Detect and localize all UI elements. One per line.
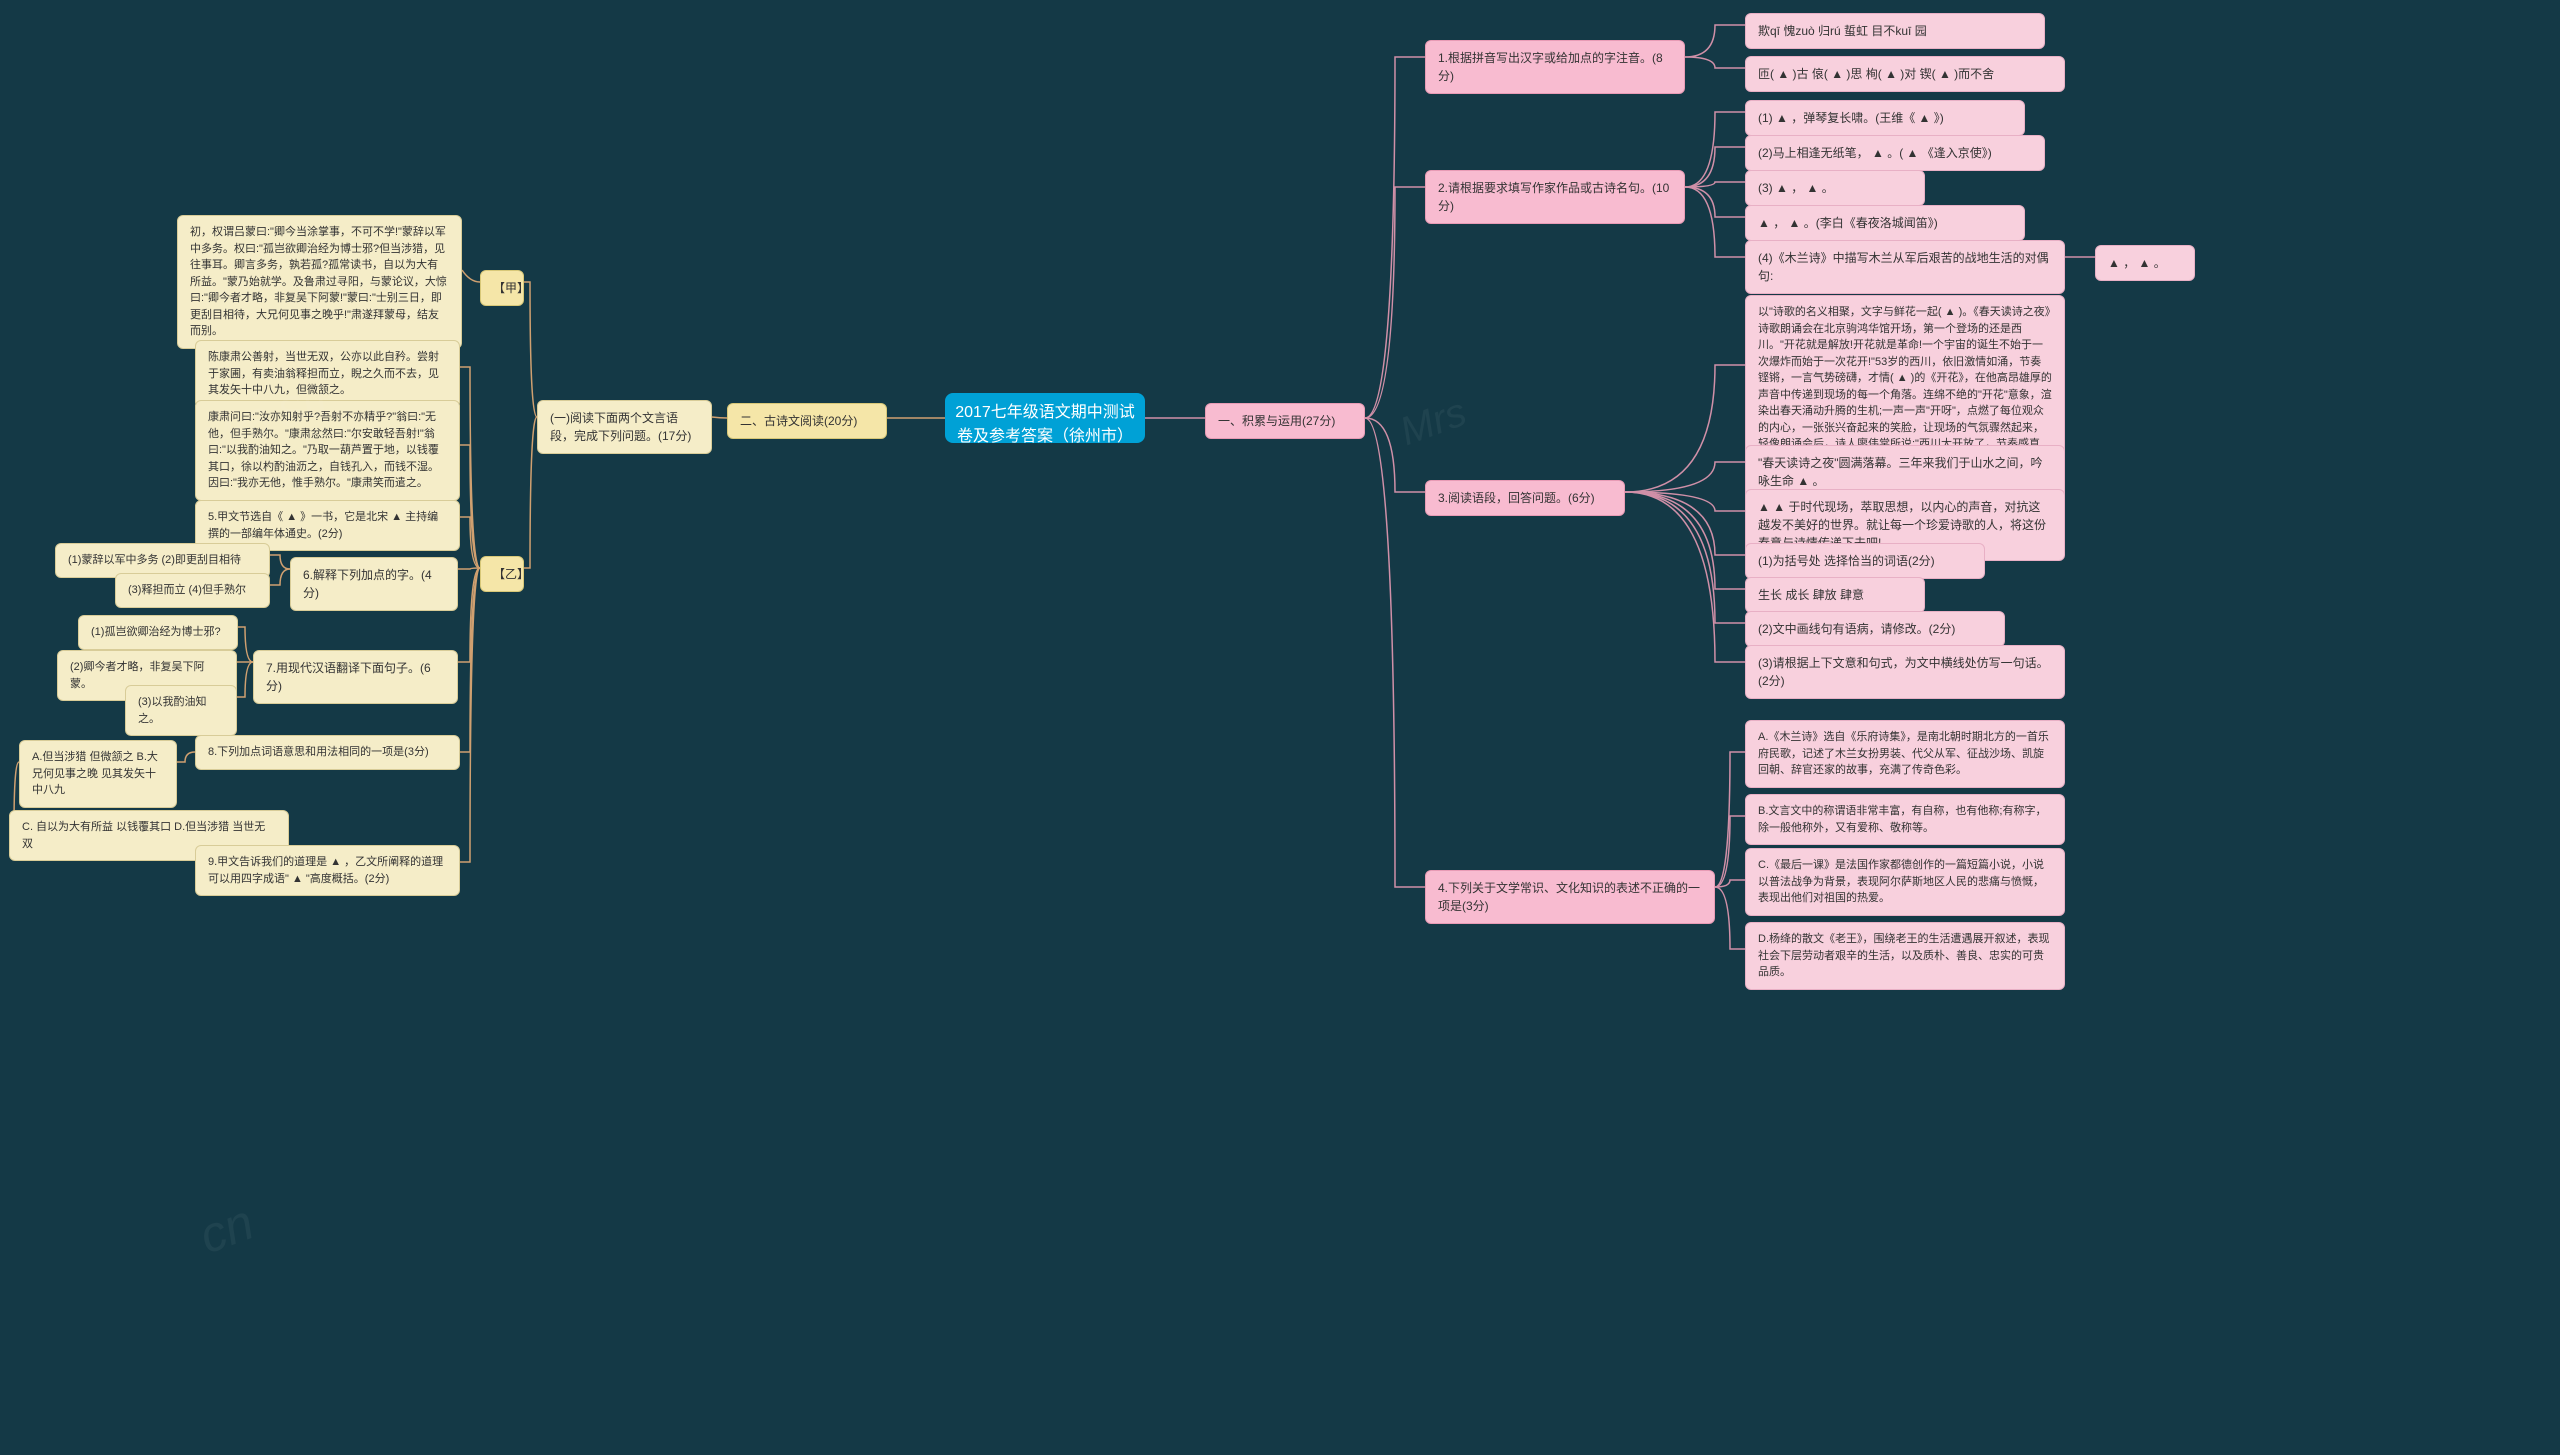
q2-item-1: (2)马上相逢无纸笔， ▲ 。( ▲ 《逢入京使》) [1745,135,2045,171]
q7-item-0: (1)孤岂欲卿治经为博士邪? [78,615,238,650]
q4-opt-d: D.杨绛的散文《老王》，围绕老王的生活遭遇展开叙述，表现社会下层劳动者艰辛的生活… [1745,922,2065,990]
yi-text-1: 康肃问曰:"汝亦知射乎?吾射不亦精乎?"翁曰:"无他，但手熟尔。"康肃忿然曰:"… [195,400,460,501]
q4-opt-c: C.《最后一课》是法国作家都德创作的一篇短篇小说，小说以普法战争为背景，表现阿尔… [1745,848,2065,916]
watermark: cn [192,1193,261,1266]
q6-item-1: (3)释担而立 (4)但手熟尔 [115,573,270,608]
q1-a2: 匝( ▲ )古 偯( ▲ )思 栒( ▲ )对 锲( ▲ )而不舍 [1745,56,2065,92]
q7-item-2: (3)以我酌油知之。 [125,685,237,736]
section1-header: 一、积累与运用(27分) [1205,403,1365,439]
jia-label: 【甲】 [480,270,524,306]
intro-text: (一)阅读下面两个文言语段，完成下列问题。(17分) [537,400,712,454]
q3-p4: 生长 成长 肆放 肆意 [1745,577,1925,613]
q2-item-2: (3) ▲ ， ▲ 。 [1745,170,1925,206]
q8-label: 8.下列加点词语意思和用法相同的一项是(3分) [195,735,460,770]
section2-header: 二、古诗文阅读(20分) [727,403,887,439]
jia-text: 初，权谓吕蒙曰:"卿今当涂掌事，不可不学!"蒙辞以军中多务。权曰:"孤岂欲卿治经… [177,215,462,349]
q2-item-0: (1) ▲ ，弹琴复长啸。(王维《 ▲ 》) [1745,100,2025,136]
q3-label: 3.阅读语段，回答问题。(6分) [1425,480,1625,516]
q2-label: 2.请根据要求填写作家作品或古诗名句。(10分) [1425,170,1685,224]
q2-item-5: ▲ ， ▲ 。 [2095,245,2195,281]
q4-opt-a: A.《木兰诗》选自《乐府诗集》，是南北朝时期北方的一首乐府民歌，记述了木兰女扮男… [1745,720,2065,788]
yi-label: 【乙】 [480,556,524,592]
q3-p5: (2)文中画线句有语病，请修改。(2分) [1745,611,2005,647]
yi-text-0: 陈康肃公善射，当世无双，公亦以此自矜。尝射于家圃，有卖油翁释担而立，睨之久而不去… [195,340,460,408]
q3-p3: (1)为括号处 选择恰当的词语(2分) [1745,543,1985,579]
q1-a1: 欺qī 愧zuò 归rú 蜇虹 目不kuī 园 [1745,13,2045,49]
q3-p6: (3)请根据上下文意和句式，为文中横线处仿写一句话。(2分) [1745,645,2065,699]
watermark: Mrs [1394,390,1472,455]
q2-item-3: ▲ ， ▲ 。(李白《春夜洛城闻笛》) [1745,205,2025,241]
q8-opt-a: A.但当涉猎 但微颔之 B.大兄何见事之晚 见其发矢十中八九 [19,740,177,808]
q9-label: 9.甲文告诉我们的道理是 ▲ ，乙文所阐释的道理可以用四字成语" ▲ "高度概括… [195,845,460,896]
q4-opt-b: B.文言文中的称谓语非常丰富，有自称，也有他称;有称字，除一般他称外，又有爱称、… [1745,794,2065,845]
q6-label: 6.解释下列加点的字。(4分) [290,557,458,611]
q2-item-4: (4)《木兰诗》中描写木兰从军后艰苦的战地生活的对偶句: [1745,240,2065,294]
q4-label: 4.下列关于文学常识、文化知识的表述不正确的一项是(3分) [1425,870,1715,924]
q7-label: 7.用现代汉语翻译下面句子。(6分) [253,650,458,704]
root-node: 2017七年级语文期中测试卷及参考答案（徐州市） [945,393,1145,443]
q1-label: 1.根据拼音写出汉字或给加点的字注音。(8分) [1425,40,1685,94]
